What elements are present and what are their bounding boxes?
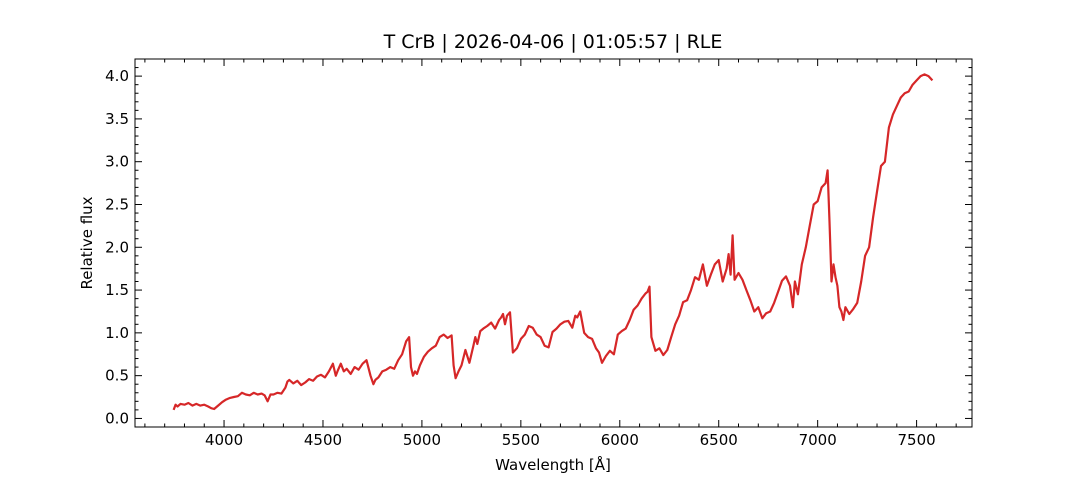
y-axis-label: Relative flux — [78, 196, 96, 289]
x-tick-label: 4500 — [304, 431, 342, 449]
x-tick-label: 6500 — [700, 431, 738, 449]
spectrum-series-line — [172, 73, 934, 411]
x-tick-label: 7000 — [799, 431, 837, 449]
x-tick-label: 7500 — [898, 431, 936, 449]
x-tick-label: 4000 — [205, 431, 243, 449]
y-tick-label: 3.5 — [105, 110, 129, 128]
chart-title: T CrB | 2026-04-06 | 01:05:57 | RLE — [383, 31, 723, 53]
plot-frame — [134, 58, 973, 428]
y-tick-label: 3.0 — [105, 153, 129, 171]
x-tick-label: 5500 — [502, 431, 540, 449]
y-tick-label: 0.0 — [105, 409, 129, 427]
x-tick-label: 6000 — [601, 431, 639, 449]
axis-ticks — [135, 58, 972, 428]
y-tick-label: 1.0 — [105, 324, 129, 342]
y-tick-label: 4.0 — [105, 67, 129, 85]
tick-labels: 4000 4500 5000 5500 6000 6500 7000 7500 0.0 0.5 1.… — [105, 67, 936, 449]
y-tick-label: 2.0 — [105, 238, 129, 256]
series-layer — [172, 73, 934, 411]
y-tick-label: 1.5 — [105, 281, 129, 299]
x-axis-label: Wavelength [Å] — [495, 455, 611, 474]
y-tick-label: 0.5 — [105, 367, 129, 385]
x-tick-label: 5000 — [403, 431, 441, 449]
y-tick-label: 2.5 — [105, 195, 129, 213]
